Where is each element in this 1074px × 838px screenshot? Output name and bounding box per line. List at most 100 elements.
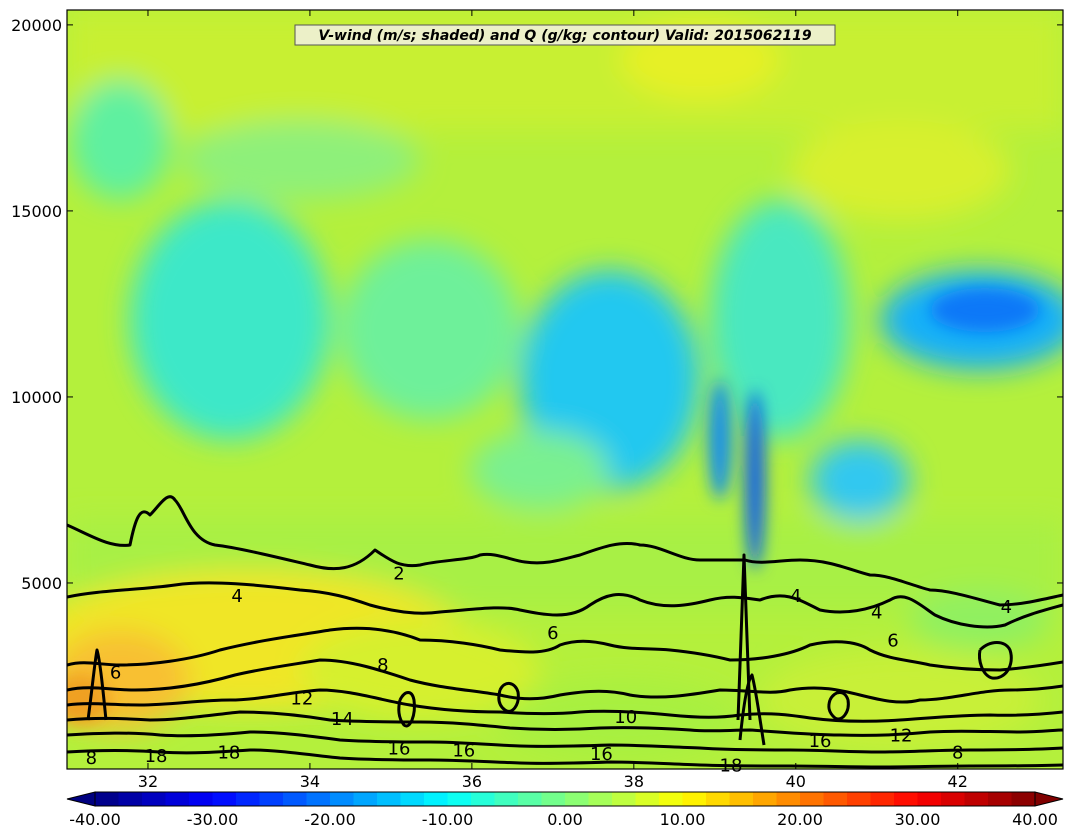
contour-4	[67, 581, 1063, 629]
contour-loop-1	[397, 691, 416, 728]
x-tick-label: 32	[138, 772, 158, 791]
colorbar-segment	[941, 792, 966, 806]
colorbar-segment	[988, 792, 1013, 806]
contour-label: 16	[452, 740, 475, 761]
y-tick-label: 5000	[21, 574, 62, 593]
colorbar-segment	[377, 792, 402, 806]
colorbar-tick-label: 20.00	[777, 810, 823, 829]
colorbar-segment	[424, 792, 449, 806]
contour-2	[67, 495, 1063, 607]
colorbar-segment	[118, 792, 143, 806]
colorbar-segment	[212, 792, 237, 806]
contour-spike-center-2	[738, 673, 766, 746]
colorbar-extend-low	[66, 791, 96, 807]
contour-spike-center	[736, 553, 752, 721]
shaded-field	[67, 10, 1063, 769]
colorbar-segment	[776, 792, 801, 806]
contour-12	[67, 710, 1063, 737]
contour-label: 4	[231, 586, 242, 607]
colorbar	[66, 791, 1064, 807]
x-axis: 32 34 36 38 40 42	[138, 10, 968, 791]
colorbar-segment	[588, 792, 613, 806]
colorbar-segment	[142, 792, 167, 806]
contour-6	[67, 626, 1063, 672]
contour-label: 18	[145, 746, 168, 767]
contour-label: 12	[890, 726, 913, 747]
x-tick-label: 36	[462, 772, 482, 791]
colorbar-segment	[353, 792, 378, 806]
x-tick-label: 38	[624, 772, 644, 791]
colorbar-segment	[330, 792, 355, 806]
chart-title: V-wind (m/s; shaded) and Q (g/kg; contou…	[318, 28, 811, 44]
contour-label: 8	[377, 655, 388, 676]
contour-label: 6	[547, 623, 558, 644]
x-tick-label: 42	[948, 772, 968, 791]
colorbar-tick-label: 0.00	[547, 810, 583, 829]
contour-lines	[67, 495, 1063, 769]
colorbar-segment	[400, 792, 425, 806]
contour-label: 16	[809, 731, 832, 752]
y-axis: 5000 10000 15000 20000	[11, 16, 1063, 593]
contour-label: 2	[393, 564, 404, 585]
colorbar-segment	[659, 792, 684, 806]
colorbar-segment	[165, 792, 190, 806]
contour-8	[67, 658, 1063, 704]
contour-label: 4	[790, 586, 801, 607]
contour-label: 4	[871, 603, 882, 624]
colorbar-segment	[870, 792, 895, 806]
colorbar-segment	[800, 792, 825, 806]
colorbar-tick-label: 10.00	[660, 810, 706, 829]
contour-14	[67, 730, 1063, 754]
colorbar-segment	[706, 792, 731, 806]
contour-16	[67, 748, 1063, 769]
x-tick-label: 34	[300, 772, 320, 791]
colorbar-segment	[1011, 792, 1036, 806]
contour-loop-4	[978, 641, 1013, 680]
contour-loop-3	[827, 691, 850, 721]
colorbar-segment	[565, 792, 590, 806]
y-tick-label: 10000	[11, 388, 62, 407]
contour-label: 18	[720, 755, 743, 776]
colorbar-segment	[259, 792, 284, 806]
colorbar-segment	[635, 792, 660, 806]
colorbar-tick-label: -40.00	[69, 810, 121, 829]
colorbar-tick-label: 30.00	[895, 810, 941, 829]
y-tick-label: 20000	[11, 16, 62, 35]
colorbar-segment	[682, 792, 707, 806]
colorbar-segment	[964, 792, 989, 806]
colorbar-ticks: -40.00 -30.00 -20.00 -10.00 0.00 10.00 20.00 30…	[69, 810, 1058, 829]
contour-label: 16	[590, 744, 613, 765]
y-tick-label: 15000	[11, 202, 62, 221]
plot-frame	[66, 9, 1064, 770]
colorbar-tick-label: -20.00	[304, 810, 356, 829]
contour-label: 16	[388, 739, 411, 760]
contour-label: 4	[1001, 597, 1012, 618]
colorbar-segment	[306, 792, 331, 806]
colorbar-segment	[894, 792, 919, 806]
contour-label: 12	[290, 688, 313, 709]
colorbar-segment	[729, 792, 754, 806]
colorbar-segment	[612, 792, 637, 806]
colorbar-tick-label: -30.00	[187, 810, 239, 829]
colorbar-segment	[518, 792, 543, 806]
contour-label: 8	[952, 742, 963, 763]
colorbar-segment	[494, 792, 519, 806]
contour-loop-2	[497, 682, 520, 713]
x-tick-label: 40	[786, 772, 806, 791]
colorbar-segment	[95, 792, 120, 806]
contour-label: 14	[331, 709, 354, 730]
colorbar-extend-high	[1034, 791, 1064, 807]
colorbar-tick-label: -10.00	[422, 810, 474, 829]
title-box: V-wind (m/s; shaded) and Q (g/kg; contou…	[294, 24, 836, 46]
colorbar-segment	[541, 792, 566, 806]
colorbar-segment	[847, 792, 872, 806]
contour-label: 8	[86, 748, 97, 769]
contour-label: 6	[887, 631, 898, 652]
colorbar-segment	[236, 792, 261, 806]
colorbar-frame	[94, 791, 1036, 807]
colorbar-segment	[917, 792, 942, 806]
colorbar-tick-label: 40.00	[1012, 810, 1058, 829]
colorbar-segment	[471, 792, 496, 806]
